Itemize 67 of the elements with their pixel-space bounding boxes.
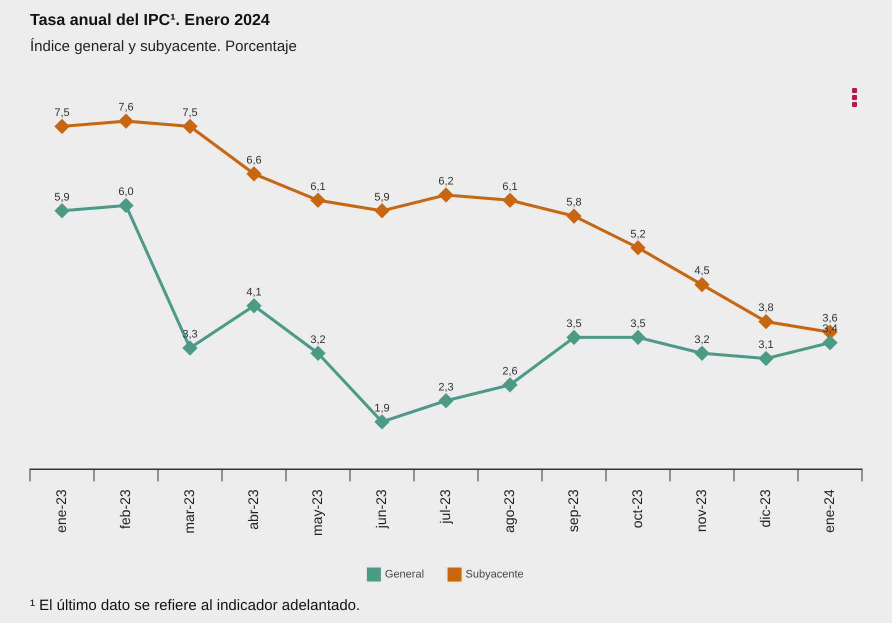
data-label: 7,6	[118, 102, 134, 114]
point	[759, 314, 773, 329]
data-label: 2,6	[502, 365, 518, 378]
point	[119, 114, 133, 128]
data-label: 3,8	[758, 302, 774, 314]
point	[375, 204, 389, 218]
legend-label: General	[384, 568, 424, 581]
x-tick-label: feb-23	[116, 489, 133, 530]
point	[247, 298, 261, 313]
data-label: 6,0	[118, 186, 134, 198]
chart-title: Tasa anual del IPC¹. Enero 2024	[30, 12, 270, 30]
chart-subtitle: Índice general y subyacente. Porcentaje	[30, 38, 297, 55]
point	[55, 204, 69, 218]
data-label: 4,1	[246, 286, 262, 298]
legend-label: Subyacente	[466, 568, 524, 581]
point	[695, 278, 709, 292]
data-label: 5,9	[54, 191, 70, 204]
point	[567, 330, 581, 344]
data-label: 3,5	[630, 318, 646, 330]
x-tick-label: ene-23	[52, 489, 69, 533]
data-label: 3,1	[758, 339, 774, 352]
x-tick-label: mar-23	[180, 489, 197, 534]
x-tick-label: jun-23	[372, 489, 389, 530]
data-label: 3,5	[566, 318, 582, 330]
point	[631, 240, 645, 255]
x-tick-label: ene-24	[820, 489, 837, 533]
point	[55, 119, 69, 134]
point	[439, 188, 453, 202]
data-label: 3,6	[822, 312, 838, 325]
x-tick-label: jul-23	[436, 489, 453, 525]
point	[695, 346, 709, 360]
x-tick-label: may-23	[308, 489, 325, 536]
data-label: 5,2	[630, 228, 646, 240]
data-label: 5,9	[374, 191, 390, 204]
point	[311, 346, 325, 360]
point	[119, 198, 133, 213]
point	[567, 209, 581, 224]
point	[503, 378, 517, 392]
point	[375, 414, 389, 429]
x-tick-label: sep-23	[564, 489, 581, 532]
point	[631, 330, 645, 344]
data-label: 2,3	[438, 381, 454, 394]
data-label: 6,6	[246, 154, 262, 166]
data-label: 6,1	[502, 180, 518, 193]
data-label: 3,2	[694, 334, 710, 346]
data-label: 6,1	[310, 180, 326, 193]
x-tick-label: dic-23	[756, 489, 773, 528]
point	[311, 193, 325, 208]
x-tick-label: ago-23	[500, 489, 517, 533]
data-label: 6,2	[438, 176, 454, 188]
point	[759, 352, 773, 366]
point	[247, 166, 261, 181]
point	[823, 336, 837, 350]
data-label: 3,2	[310, 334, 326, 346]
x-tick-label: oct-23	[628, 489, 645, 528]
x-tick-label: nov-23	[692, 489, 709, 532]
data-label: 7,5	[54, 106, 70, 119]
point	[183, 340, 197, 355]
data-label: 5,8	[566, 196, 582, 209]
data-label: 7,5	[182, 106, 198, 119]
x-tick-label: abr-23	[244, 489, 261, 530]
text: ¹ El último dato se refiere al indicador adelantado.	[30, 597, 360, 614]
point	[439, 394, 453, 408]
data-label: 1,9	[374, 402, 390, 414]
data-label: 4,5	[694, 265, 710, 278]
point	[183, 119, 197, 134]
point	[503, 193, 517, 208]
